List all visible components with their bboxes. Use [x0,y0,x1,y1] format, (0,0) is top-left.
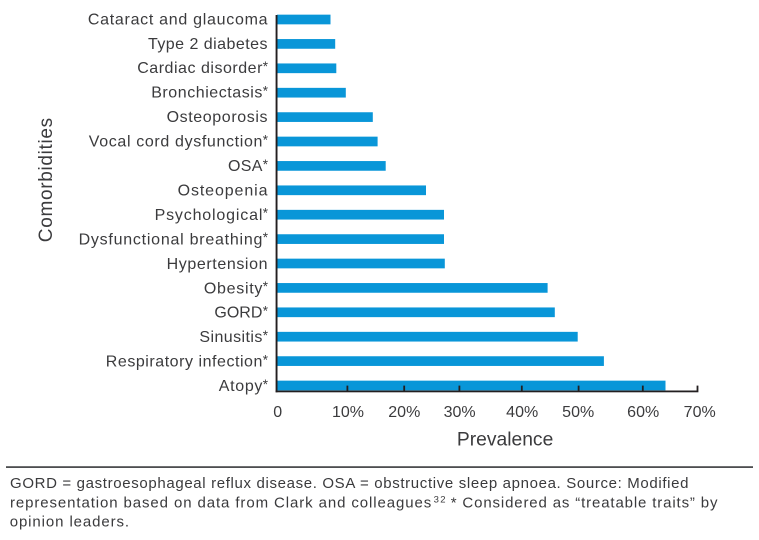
svg-text:*: * [263,279,269,294]
svg-text:30%: 30% [444,404,476,421]
svg-text:Bronchiectasis: Bronchiectasis [151,85,262,102]
svg-text:10%: 10% [332,404,364,421]
svg-text:*: * [263,328,269,343]
svg-text:Hypertension: Hypertension [167,256,268,273]
svg-text:50%: 50% [562,404,594,421]
svg-text:Prevalence: Prevalence [457,429,553,451]
svg-text:Sinusitis: Sinusitis [199,329,262,346]
svg-text:Cardiac disorder: Cardiac disorder [137,60,263,77]
svg-text:Vocal cord dysfunction: Vocal cord dysfunction [89,134,263,151]
svg-text:*: * [263,59,269,74]
svg-text:*: * [263,157,269,172]
svg-text:20%: 20% [388,404,420,421]
svg-text:32: 32 [434,494,446,505]
svg-text:Psychological: Psychological [155,207,263,224]
svg-text:40%: 40% [506,404,538,421]
svg-text:* Considered as “treatable tra: * Considered as “treatable traits” by [451,495,718,512]
svg-text:Comorbidities: Comorbidities [36,118,57,242]
svg-text:Obesity: Obesity [204,280,263,297]
svg-text:representation based on data f: representation based on data from Clark … [10,495,431,512]
svg-text:*: * [263,377,269,392]
svg-text:Cataract and glaucoma: Cataract and glaucoma [88,11,268,28]
svg-text:Atopy: Atopy [219,378,263,395]
svg-text:Osteopenia: Osteopenia [178,182,268,199]
svg-text:Type 2 diabetes: Type 2 diabetes [148,36,268,53]
svg-text:*: * [263,304,269,319]
svg-text:opinion leaders.: opinion leaders. [10,514,129,531]
svg-text:0: 0 [273,404,282,421]
svg-text:60%: 60% [627,404,659,421]
svg-text:Dysfunctional breathing: Dysfunctional breathing [79,231,263,248]
svg-text:*: * [263,132,269,147]
svg-text:GORD = gastroesophageal reflux: GORD = gastroesophageal reflux disease. … [10,475,688,492]
svg-text:GORD: GORD [214,305,262,322]
svg-text:OSA: OSA [228,158,263,175]
svg-text:*: * [263,230,269,245]
svg-text:*: * [263,352,269,367]
svg-text:*: * [263,83,269,98]
svg-text:Osteoporosis: Osteoporosis [167,109,268,126]
svg-text:70%: 70% [684,404,716,421]
svg-text:Respiratory infection: Respiratory infection [106,354,263,371]
svg-text:*: * [263,206,269,221]
